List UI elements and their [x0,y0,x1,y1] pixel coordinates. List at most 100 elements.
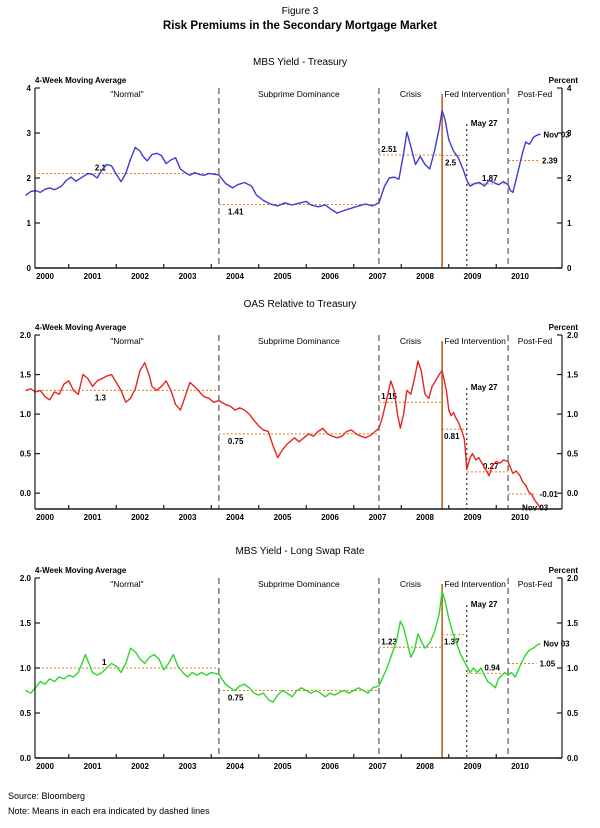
may27-label: May 27 [471,383,498,392]
mean-value-label: 2.39 [542,156,558,165]
mean-value-label: 1.3 [95,393,107,402]
x-tick-label: 2003 [179,513,197,522]
era-label: Fed Intervention [444,89,506,99]
series-line [25,590,541,703]
y-tick-label: 1.0 [20,664,32,673]
y-tick-label: 1.5 [567,619,579,628]
chart-title-mbs-swap: MBS Yield - Long Swap Rate [235,546,365,557]
mean-value-label: 1.05 [540,660,556,669]
y-tick-label: 1 [27,219,32,228]
y-tick-label: 0.0 [20,754,32,763]
era-label: Crisis [400,336,421,346]
era-label: "Normal" [110,579,143,589]
y-tick-label: 0.0 [20,489,32,498]
series-line [25,109,541,214]
x-tick-label: 2009 [464,513,482,522]
x-tick-label: 2010 [511,762,529,771]
era-label: Crisis [400,579,421,589]
mean-value-label: 1.41 [228,208,244,217]
x-tick-label: 2010 [511,272,529,281]
nov03-label: Nov 03 [522,503,549,512]
x-tick-label: 2007 [369,272,387,281]
mean-value-label: 2.5 [445,159,457,168]
axis-left-header: 4-Week Moving Average [35,76,127,85]
x-tick-label: 2008 [416,762,434,771]
x-tick-label: 2004 [226,762,244,771]
mean-value-label: 2.51 [381,145,397,154]
y-tick-label: 0.0 [567,754,579,763]
y-tick-label: 2 [567,174,572,183]
chart-title-oas-treasury: OAS Relative to Treasury [243,299,357,310]
may27-label: May 27 [471,600,498,609]
y-tick-label: 1.5 [20,371,32,380]
x-tick-label: 2004 [226,513,244,522]
x-tick-label: 2002 [131,272,149,281]
x-tick-label: 2005 [274,513,292,522]
y-tick-label: 0.5 [567,450,579,459]
era-label: "Normal" [110,336,143,346]
y-tick-label: 4 [27,84,32,93]
mean-value-label: 0.75 [228,694,244,703]
y-tick-label: 2.0 [20,574,32,583]
y-tick-label: 0 [567,264,572,273]
x-tick-label: 2002 [131,762,149,771]
x-tick-label: 2006 [321,762,339,771]
x-tick-label: 2001 [84,272,102,281]
mean-value-label: 0.27 [483,462,499,471]
x-tick-label: 2001 [84,513,102,522]
era-label: Subprime Dominance [258,336,340,346]
era-label: Fed Intervention [444,336,506,346]
y-tick-label: 1.0 [567,410,579,419]
x-tick-label: 2003 [179,762,197,771]
y-tick-label: 0 [27,264,32,273]
era-label: "Normal" [110,89,143,99]
chart-title-mbs-treasury: MBS Yield - Treasury [253,57,347,68]
means-note: Note: Means in each era indicated by das… [8,806,210,816]
mean-value-label: 0.94 [484,663,500,672]
mean-value-label: 1.87 [482,174,498,183]
axis-left-header: 4-Week Moving Average [35,323,127,332]
y-tick-label: 1.5 [20,619,32,628]
x-tick-label: 2001 [84,762,102,771]
x-tick-label: 2009 [464,272,482,281]
mean-value-label: 0.81 [444,432,460,441]
x-tick-label: 2007 [369,513,387,522]
mean-value-label: 0.75 [228,437,244,446]
mean-value-label: 2.1 [95,164,107,173]
x-tick-label: 2003 [179,272,197,281]
y-tick-label: 3 [27,129,32,138]
figure-number: Figure 3 [281,6,319,17]
axis-right-header: Percent [549,323,579,332]
x-tick-label: 2009 [464,762,482,771]
x-tick-label: 2007 [369,762,387,771]
y-tick-label: 2.0 [20,331,32,340]
x-tick-label: 2006 [321,513,339,522]
y-tick-label: 2 [27,174,32,183]
x-tick-label: 2000 [36,272,54,281]
mean-value-label: 1 [102,658,107,667]
nov03-label: Nov 03 [543,130,570,139]
y-tick-label: 3 [567,129,572,138]
y-tick-label: 1 [567,219,572,228]
y-tick-label: 1.0 [567,664,579,673]
era-label: Fed Intervention [444,579,506,589]
y-tick-label: 0.5 [567,709,579,718]
x-tick-label: 2010 [511,513,529,522]
nov03-label: Nov 03 [543,640,570,649]
axis-left-header: 4-Week Moving Average [35,566,127,575]
era-label: Post-Fed [518,579,553,589]
y-tick-label: 0.5 [20,450,32,459]
axis-right-header: Percent [549,566,579,575]
x-tick-label: 2008 [416,513,434,522]
era-label: Subprime Dominance [258,89,340,99]
mean-value-label: 1.37 [444,638,460,647]
x-tick-label: 2004 [226,272,244,281]
axis-right-header: Percent [549,76,579,85]
x-tick-label: 2008 [416,272,434,281]
mean-value-label: 1.15 [381,392,397,401]
era-label: Post-Fed [518,336,553,346]
source-note: Source: Bloomberg [8,791,86,801]
era-label: Subprime Dominance [258,579,340,589]
